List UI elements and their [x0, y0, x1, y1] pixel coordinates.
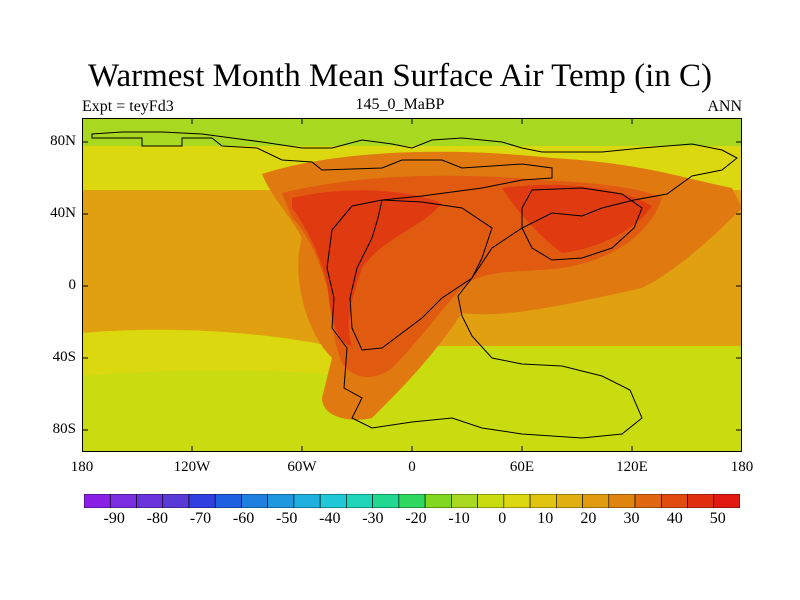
- colorbar-label: 0: [498, 510, 507, 527]
- experiment-label: Expt = teyFd3: [82, 98, 174, 115]
- lat-label: 80S: [52, 421, 76, 437]
- colorbar-swatch: [136, 494, 164, 508]
- continent-hottest: [292, 190, 442, 346]
- colorbar-swatch: [687, 494, 715, 508]
- colorbar-swatch: [319, 494, 347, 508]
- lon-label: 180: [730, 459, 754, 475]
- colorbar-label: -20: [405, 510, 427, 527]
- colorbar-swatch: [84, 494, 111, 508]
- colorbar-label: 10: [537, 510, 554, 527]
- colorbar-swatch: [451, 494, 478, 508]
- temperature-map: [82, 118, 742, 452]
- lat-label: 0: [68, 277, 77, 293]
- colorbar-swatch: [346, 494, 373, 508]
- colorbar-swatch: [582, 494, 610, 508]
- lon-label: 60W: [287, 459, 317, 475]
- colorbar-label: -70: [189, 510, 212, 527]
- period-label: ANN: [707, 98, 742, 115]
- colorbar-swatch: [267, 494, 295, 508]
- lon-label: 0: [408, 459, 416, 475]
- colorbar-label: -60: [232, 510, 255, 527]
- colorbar-swatch: [503, 494, 531, 508]
- colorbar-swatch: [634, 494, 662, 508]
- map-ticks: [82, 118, 742, 452]
- colorbar-swatch: [293, 494, 321, 508]
- colorbar-label: -50: [276, 510, 298, 527]
- colorbar-swatch: [372, 494, 400, 508]
- east-coastline: [521, 187, 643, 261]
- colorbar-swatch: [477, 494, 505, 508]
- colorbar-swatch: [109, 494, 137, 508]
- lat-label: 40N: [50, 205, 76, 221]
- colorbar-swatch: [713, 494, 740, 508]
- colorbar-swatch: [556, 494, 583, 508]
- continent-hottest-east: [502, 184, 652, 253]
- colorbar-swatch: [241, 494, 268, 508]
- colorbar: [84, 494, 740, 508]
- chart-title: Warmest Month Mean Surface Air Temp (in …: [87, 58, 713, 94]
- colorbar-swatch: [398, 494, 426, 508]
- south-mid-band: [82, 329, 362, 378]
- lon-label: 120E: [616, 459, 648, 475]
- lon-label: 120W: [173, 459, 211, 475]
- lon-label: 60E: [509, 459, 535, 475]
- colorbar-label: -40: [319, 510, 341, 527]
- colorbar-label: 20: [580, 510, 597, 527]
- colorbar-swatch: [214, 494, 242, 508]
- colorbar-label: -80: [146, 510, 168, 527]
- colorbar-label: -10: [448, 510, 470, 527]
- colorbar-swatch: [608, 494, 636, 508]
- inner-coastline: [349, 199, 493, 351]
- time-label: 145_0_MaBP: [355, 96, 445, 113]
- lon-label: 180: [70, 459, 94, 475]
- lat-label: 80N: [50, 133, 76, 149]
- colorbar-label: -30: [362, 510, 384, 527]
- colorbar-label: -90: [103, 510, 125, 527]
- colorbar-label: 30: [623, 510, 640, 527]
- colorbar-label: 40: [666, 510, 683, 527]
- colorbar-swatch: [529, 494, 557, 508]
- lat-label: 40S: [52, 349, 76, 365]
- colorbar-label: 50: [709, 510, 726, 527]
- coastline: [91, 131, 738, 439]
- colorbar-swatch: [188, 494, 216, 508]
- colorbar-swatch: [162, 494, 190, 508]
- colorbar-swatch: [424, 494, 452, 508]
- colorbar-swatch: [660, 494, 688, 508]
